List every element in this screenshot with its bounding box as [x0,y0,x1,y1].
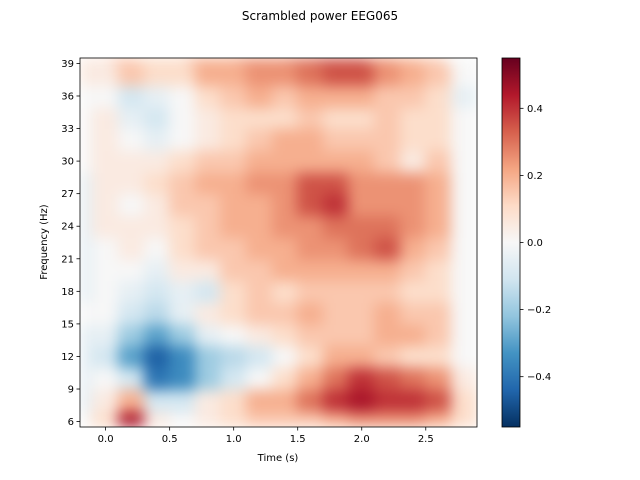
y-tick-label: 6 [68,417,74,428]
x-axis: 0.0 0.5 1.0 1.5 2.0 2.5 [98,427,434,445]
colorbar-tick-label: −0.2 [527,305,551,316]
colorbar-ticks: −0.4 −0.2 0.0 0.2 0.4 [520,104,551,383]
y-axis: 6 9 12 15 18 21 24 27 30 33 36 39 [61,59,80,428]
y-tick-label: 15 [61,319,74,330]
colorbar-gradient [501,57,521,428]
colorbar-tick-label: 0.4 [527,104,543,115]
y-tick-label: 39 [61,59,74,70]
heatmap [79,57,478,428]
colorbar-tick-label: −0.4 [527,372,551,383]
colorbar-tick-label: 0.0 [527,238,543,249]
x-tick-label: 1.0 [226,434,242,445]
y-tick-label: 36 [61,91,74,102]
x-tick-label: 2.5 [418,434,434,445]
x-tick-label: 2.0 [354,434,370,445]
x-axis-label: Time (s) [257,453,299,464]
y-tick-label: 27 [61,189,74,200]
chart-title: Scrambled power EEG065 [242,9,398,23]
y-tick-label: 21 [61,254,74,265]
y-tick-label: 33 [61,124,74,135]
colorbar-tick-label: 0.2 [527,171,543,182]
y-tick-label: 9 [68,385,74,396]
x-tick-label: 0.5 [162,434,178,445]
heatmap-image [80,58,477,427]
x-tick-label: 1.5 [290,434,306,445]
y-axis-label: Frequency (Hz) [39,204,50,280]
y-tick-label: 18 [61,287,74,298]
plot-frame [79,57,478,428]
x-tick-label: 0.0 [98,434,114,445]
colorbar: −0.4 −0.2 0.0 0.2 0.4 [501,57,551,428]
y-tick-label: 12 [61,352,74,363]
y-tick-label: 30 [61,157,74,168]
y-tick-label: 24 [61,222,74,233]
